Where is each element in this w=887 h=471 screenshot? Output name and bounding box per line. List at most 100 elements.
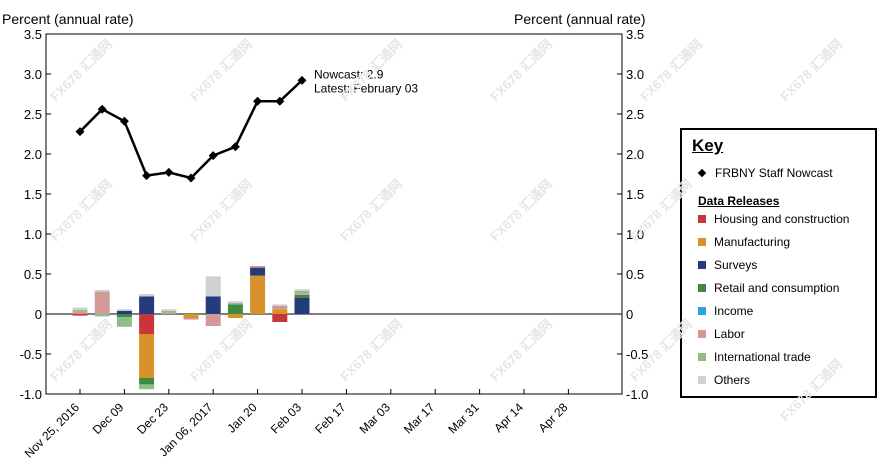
legend-label-nowcast: FRBNY Staff Nowcast (715, 166, 833, 180)
y-tick-label-right: 2.0 (626, 147, 644, 162)
y-tick-label-left: 3.5 (24, 27, 42, 42)
diamond-marker-icon (697, 168, 707, 178)
bar-segment (250, 266, 266, 268)
legend-item: Manufacturing (698, 235, 790, 249)
legend-item-nowcast: FRBNY Staff Nowcast (697, 166, 833, 180)
x-tick-label: Jan 20 (224, 400, 260, 436)
bar-segment (272, 314, 288, 322)
bar-segment (227, 301, 243, 303)
bar-segment (72, 310, 88, 312)
y-tick-label-left: 0.5 (24, 267, 42, 282)
y-tick-label-left: 3.0 (24, 67, 42, 82)
legend-item: International trade (698, 350, 811, 364)
bar-segment (294, 289, 310, 291)
x-tick-label: Mar 31 (445, 400, 482, 437)
y-tick-label-left: 2.5 (24, 107, 42, 122)
y-axis-label-left: Percent (annual rate) (2, 11, 134, 27)
x-tick-label: Feb 17 (312, 400, 349, 437)
legend-swatch (698, 307, 706, 315)
legend-label: Others (714, 373, 751, 387)
bar-segment (116, 317, 132, 327)
nowcast-point (297, 75, 307, 85)
x-tick-label: Mar 17 (401, 400, 438, 437)
y-axis-label-right: Percent (annual rate) (514, 11, 646, 27)
bar-segment (161, 309, 177, 311)
nowcast-point (186, 173, 196, 183)
legend-label: Manufacturing (714, 235, 791, 249)
y-tick-label-left: 1.5 (24, 187, 42, 202)
bar-segment (294, 293, 310, 295)
nowcast-annotation-value: Nowcast: 2.9 (314, 67, 384, 81)
legend-swatch (698, 261, 706, 269)
y-tick-label-left: -0.5 (20, 347, 42, 362)
bar-segment (94, 290, 110, 292)
y-tick-label-left: 1.0 (24, 227, 42, 242)
legend-swatch (698, 284, 706, 292)
plot-frame (45, 33, 623, 395)
bar-segment (161, 312, 177, 314)
legend-subtitle: Data Releases (698, 194, 780, 208)
x-tick-label: Nov 25, 2016 (22, 400, 83, 461)
nowcast-point (230, 142, 240, 152)
nowcast-point (253, 96, 263, 106)
bar-segment (116, 309, 132, 311)
legend-item: Retail and consumption (698, 281, 839, 295)
nowcast-point (208, 151, 218, 161)
bar-segment (205, 314, 221, 326)
y-tick-label-right: -0.5 (626, 347, 648, 362)
nowcast-line (79, 79, 303, 180)
y-tick-label-right: 1.0 (626, 227, 644, 242)
x-tick-label: Mar 03 (357, 400, 394, 437)
y-tick-label-right: 3.0 (626, 67, 644, 82)
x-tick-label: Apr 28 (536, 400, 571, 435)
nowcast-point (119, 116, 129, 126)
nowcast-point (275, 96, 285, 106)
legend-swatch (698, 238, 706, 246)
bar-segment (250, 267, 266, 276)
nowcast-point (97, 104, 107, 114)
legend-label: International trade (714, 350, 811, 364)
y-tick-label-right: 0.5 (626, 267, 644, 282)
legend-swatch (698, 215, 706, 223)
bar-segment (250, 275, 266, 314)
bar-segment (139, 384, 155, 390)
bar-segment (272, 306, 288, 310)
legend-title: Key (692, 136, 724, 155)
x-tick-label: Feb 03 (268, 400, 305, 437)
x-tick-label: Dec 09 (90, 400, 127, 437)
legend-swatch (698, 376, 706, 384)
legend-box: Key FRBNY Staff Nowcast Data Releases Ho… (680, 128, 877, 398)
bar-segment (139, 294, 155, 297)
bar-segment (139, 378, 155, 385)
legend-label: Surveys (714, 258, 758, 272)
bar-segment (205, 276, 221, 297)
legend-item: Income (698, 304, 753, 318)
legend-item: Labor (698, 327, 745, 341)
nowcast-point (164, 167, 174, 177)
bar-segment (272, 309, 288, 314)
y-tick-label-right: 2.5 (626, 107, 644, 122)
y-tick-label-right: 3.5 (626, 27, 644, 42)
legend-swatch (698, 353, 706, 361)
x-tick-label: Dec 23 (134, 400, 171, 437)
bar-segment (139, 334, 155, 378)
legend-label: Labor (714, 327, 745, 341)
legend-label: Retail and consumption (714, 281, 840, 295)
bar-segment (72, 307, 88, 310)
bar-segment (294, 298, 310, 314)
bar-segment (183, 314, 199, 318)
bar-segment (139, 296, 155, 314)
bar-segment (72, 314, 88, 316)
legend-swatch (698, 330, 706, 338)
y-tick-label-right: 1.5 (626, 187, 644, 202)
y-tick-label-left: 2.0 (24, 147, 42, 162)
y-tick-label-left: -1.0 (20, 387, 42, 402)
nowcast-point (142, 171, 152, 181)
bar-segment (94, 314, 110, 317)
x-tick-label: Apr 14 (491, 400, 526, 435)
bar-segment (116, 310, 132, 314)
y-tick-label-right: -1.0 (626, 387, 648, 402)
bar-segment (72, 311, 88, 314)
bar-segment (161, 310, 177, 313)
